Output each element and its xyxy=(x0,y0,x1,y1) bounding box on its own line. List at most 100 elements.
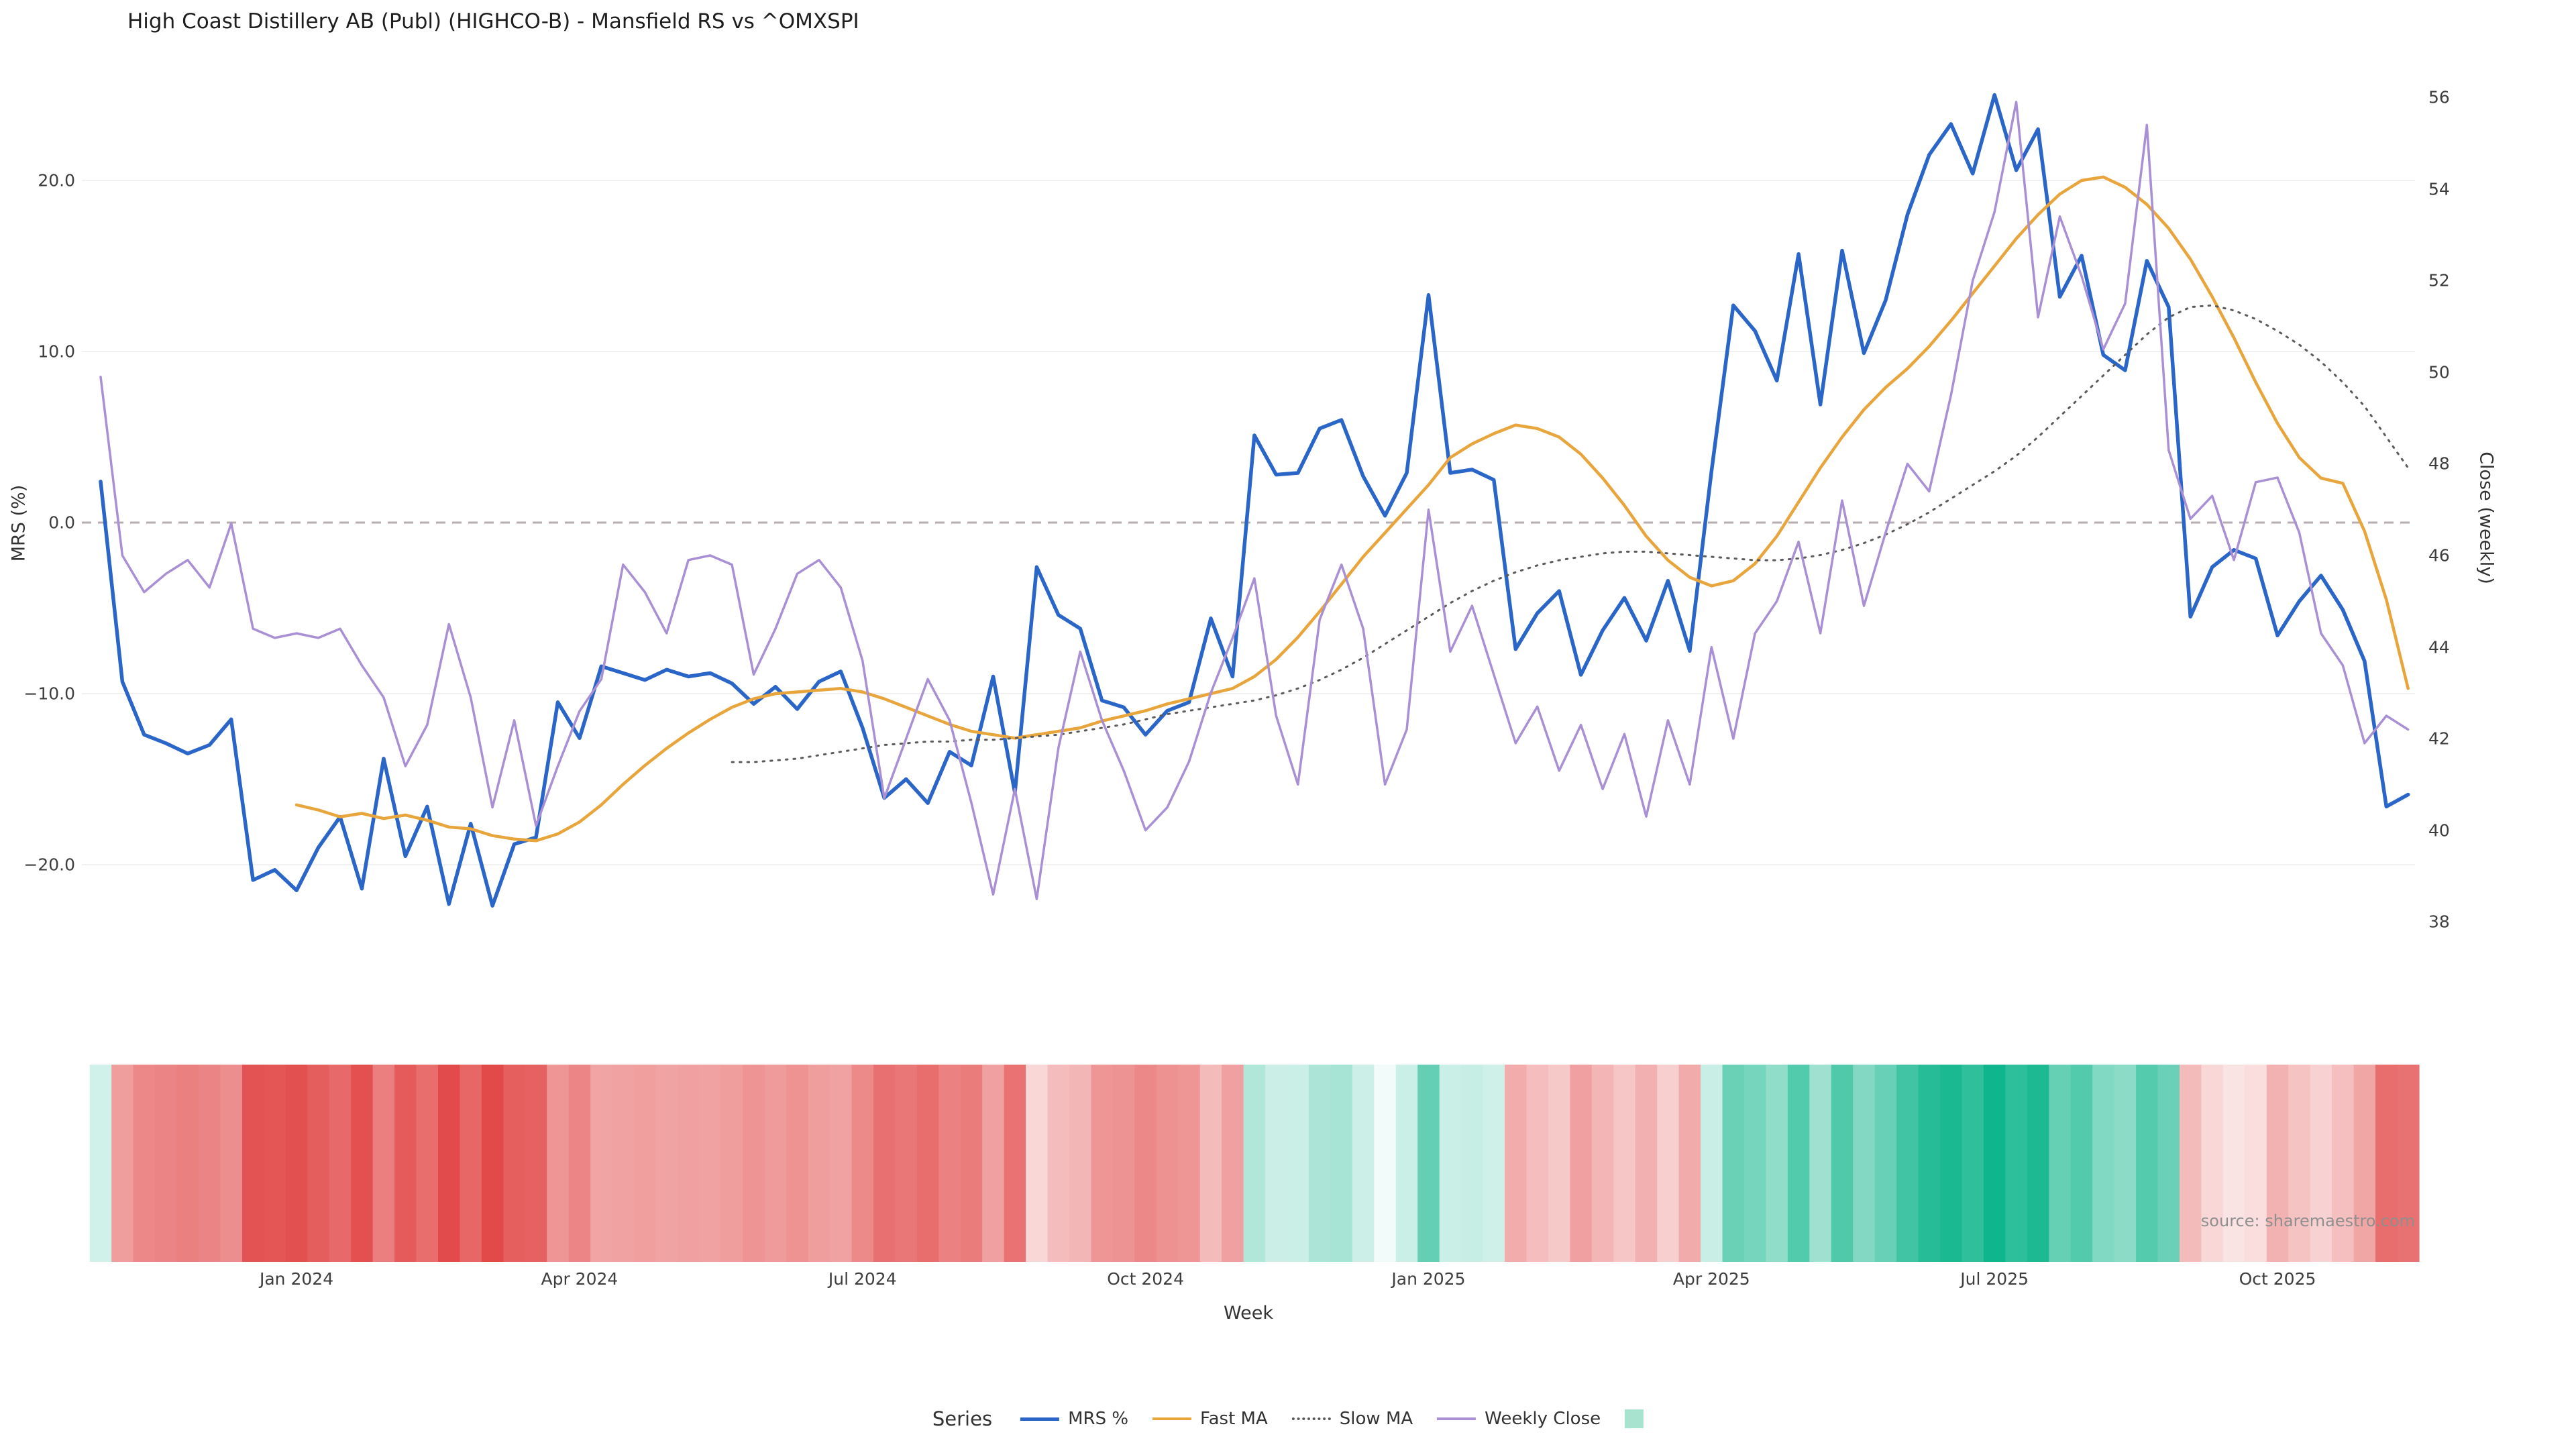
legend-item-fast-ma[interactable]: Fast MA xyxy=(1152,1409,1268,1429)
x-tick-label: Jan 2025 xyxy=(1391,1269,1466,1289)
heatmap-cell xyxy=(176,1065,199,1262)
heatmap-cell xyxy=(2005,1065,2028,1262)
heatmap-cell xyxy=(1874,1065,1897,1262)
heatmap-cell xyxy=(938,1065,961,1262)
heatmap-cell xyxy=(1526,1065,1549,1262)
series-line-fast-ma xyxy=(294,175,2410,843)
heatmap-cell xyxy=(1918,1065,1941,1262)
heatmap-cell xyxy=(1330,1065,1353,1262)
legend-line-sample-icon xyxy=(1437,1417,1477,1420)
y-left-tick-label: −20.0 xyxy=(23,855,75,875)
heatmap-cell xyxy=(1962,1065,1984,1262)
heatmap-cell xyxy=(2114,1065,2137,1262)
legend-item-label: Weekly Close xyxy=(1485,1409,1601,1429)
legend-line-sample-icon xyxy=(1020,1417,1060,1421)
legend-item-label: Fast MA xyxy=(1200,1409,1268,1429)
heatmap-cell xyxy=(2136,1065,2159,1262)
heatmap-cell xyxy=(1352,1065,1375,1262)
x-tick-label: Apr 2024 xyxy=(541,1269,619,1289)
heatmap-cell xyxy=(634,1065,657,1262)
heatmap-cell xyxy=(2375,1065,2398,1262)
y-right-tick-label: 40 xyxy=(2428,820,2450,841)
legend-title: Series xyxy=(932,1407,993,1430)
legend-item-mrs[interactable]: MRS % xyxy=(1020,1409,1128,1429)
y-right-tick-label: 48 xyxy=(2428,453,2450,474)
heatmap-cell xyxy=(1156,1065,1179,1262)
y-left-tick-label: 0.0 xyxy=(48,513,75,533)
heatmap-cell xyxy=(460,1065,482,1262)
heatmap-cell xyxy=(1809,1065,1832,1262)
heatmap-cell xyxy=(851,1065,874,1262)
heatmap-cell xyxy=(1026,1065,1049,1262)
heatmap-legend-swatch[interactable] xyxy=(1625,1409,1644,1428)
heatmap-cell xyxy=(808,1065,830,1262)
heatmap-cell xyxy=(873,1065,896,1262)
heatmap-cell xyxy=(1591,1065,1614,1262)
legend-item-slow-ma[interactable]: Slow MA xyxy=(1291,1409,1413,1429)
series-line-weekly-close xyxy=(99,101,2410,900)
heatmap-cell xyxy=(394,1065,417,1262)
heatmap-cell xyxy=(1657,1065,1680,1262)
heatmap-cell xyxy=(699,1065,722,1262)
x-tick-label: Jan 2024 xyxy=(259,1269,334,1289)
heatmap-cell xyxy=(786,1065,809,1262)
legend-item-weekly-close[interactable]: Weekly Close xyxy=(1437,1409,1601,1429)
x-tick-label: Jul 2024 xyxy=(828,1269,897,1289)
heatmap-cell xyxy=(1613,1065,1636,1262)
chart-title: High Coast Distillery AB (Publ) (HIGHCO-… xyxy=(127,9,859,34)
heatmap-cell xyxy=(2222,1065,2245,1262)
y-left-tick-label: −10.0 xyxy=(23,684,75,704)
heatmap-cell xyxy=(2353,1065,2376,1262)
heatmap-cell xyxy=(2157,1065,2180,1262)
heatmap-cell xyxy=(1004,1065,1026,1262)
heatmap-cell xyxy=(2332,1065,2355,1262)
heatmap-cell xyxy=(481,1065,504,1262)
heatmap-cell xyxy=(1309,1065,1332,1262)
heatmap-cell xyxy=(2266,1065,2289,1262)
heatmap-cell xyxy=(1461,1065,1484,1262)
heatmap-cell xyxy=(372,1065,395,1262)
heatmap-cell xyxy=(2092,1065,2115,1262)
heatmap-cell xyxy=(1112,1065,1135,1262)
heatmap-cell xyxy=(1243,1065,1266,1262)
x-tick-label: Oct 2025 xyxy=(2239,1269,2316,1289)
heatmap-cell xyxy=(111,1065,134,1262)
heatmap-cell xyxy=(1199,1065,1222,1262)
heatmap-cell xyxy=(285,1065,308,1262)
heatmap-cell xyxy=(241,1065,264,1262)
heatmap-cell xyxy=(1483,1065,1505,1262)
heatmap-cell xyxy=(1896,1065,1919,1262)
heatmap-cell xyxy=(830,1065,853,1262)
heatmap-cell xyxy=(916,1065,939,1262)
heatmap-cell xyxy=(1831,1065,1854,1262)
heatmap-cell xyxy=(351,1065,374,1262)
heatmap-cell xyxy=(503,1065,526,1262)
heatmap-cell xyxy=(960,1065,983,1262)
heatmap-cell xyxy=(1505,1065,1527,1262)
heatmap-cell xyxy=(677,1065,700,1262)
heatmap-cell xyxy=(1983,1065,2006,1262)
heatmap-cell xyxy=(764,1065,787,1262)
y-right-tick-label: 46 xyxy=(2428,545,2450,566)
legend-item-label: Slow MA xyxy=(1339,1409,1413,1429)
heatmap-cell xyxy=(1069,1065,1092,1262)
heatmap-cell xyxy=(1395,1065,1418,1262)
heatmap-cell xyxy=(307,1065,330,1262)
heatmap-cell xyxy=(438,1065,461,1262)
heatmap-cell xyxy=(1701,1065,1723,1262)
heatmap-cell xyxy=(2180,1065,2202,1262)
heatmap-cell xyxy=(1265,1065,1288,1262)
y-right-tick-label: 38 xyxy=(2428,912,2450,932)
heatmap-cell xyxy=(1940,1065,1963,1262)
heatmap-cell xyxy=(568,1065,591,1262)
heatmap-cell xyxy=(1047,1065,1070,1262)
heatmap-cell xyxy=(655,1065,678,1262)
heatmap-cell xyxy=(2049,1065,2072,1262)
heatmap-cell xyxy=(1744,1065,1767,1262)
legend-item-label: MRS % xyxy=(1068,1409,1129,1429)
heatmap-cell xyxy=(2070,1065,2093,1262)
y-axis-right-title: Close (weekly) xyxy=(2475,451,2497,584)
y-right-tick-label: 52 xyxy=(2428,270,2450,290)
